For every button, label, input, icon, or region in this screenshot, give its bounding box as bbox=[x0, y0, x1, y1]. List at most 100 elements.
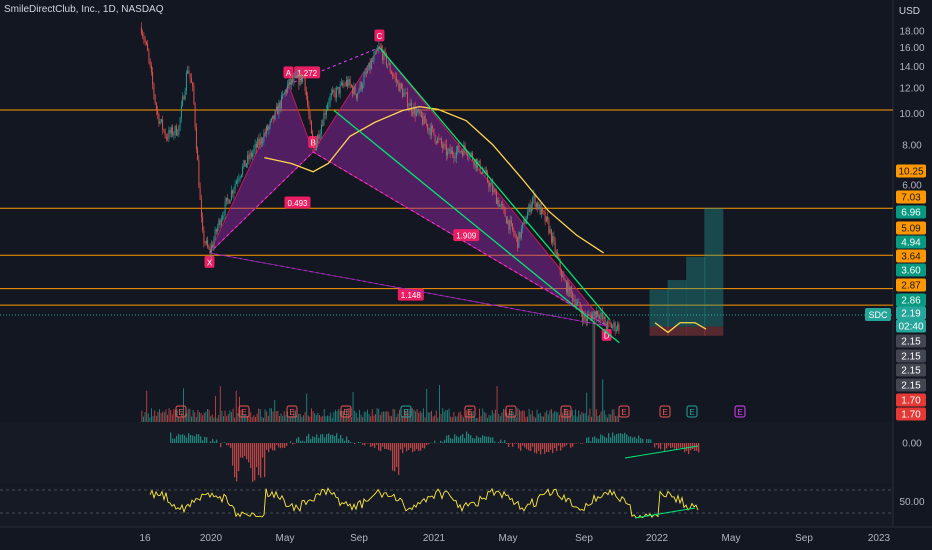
projection-up-3 bbox=[704, 207, 724, 327]
candle-body bbox=[168, 129, 170, 139]
candle-body bbox=[537, 202, 539, 210]
volume-bar bbox=[536, 409, 538, 422]
candle-body bbox=[460, 151, 462, 153]
macd-bar bbox=[226, 443, 228, 446]
horizontal-levels[interactable] bbox=[0, 109, 893, 316]
volume-bar bbox=[454, 416, 456, 422]
candle-body bbox=[384, 50, 386, 54]
macd-bar bbox=[602, 435, 604, 443]
candle-body bbox=[205, 240, 207, 244]
volume-bar bbox=[515, 417, 517, 422]
volume-bar bbox=[480, 415, 482, 422]
candle-body bbox=[334, 91, 336, 98]
earnings-marker-bg-6 bbox=[505, 405, 517, 418]
volume-bar bbox=[354, 410, 356, 422]
candle-body bbox=[228, 199, 230, 204]
candle-body bbox=[272, 115, 274, 119]
macd-bar bbox=[634, 436, 636, 443]
volume-bar bbox=[141, 410, 143, 422]
volume-bar bbox=[464, 413, 466, 422]
earnings-marker-3: E bbox=[343, 408, 348, 417]
macd-bar bbox=[544, 443, 546, 454]
volume-bar bbox=[149, 417, 151, 422]
volume-bar bbox=[229, 410, 231, 422]
macd-bar bbox=[678, 443, 680, 448]
candle-body bbox=[143, 36, 145, 40]
macd-bar bbox=[498, 442, 500, 443]
macd-bar bbox=[468, 433, 470, 443]
candle-body bbox=[462, 151, 464, 156]
macd-bar bbox=[596, 438, 598, 443]
candle-body bbox=[414, 106, 416, 117]
macd-bar bbox=[666, 443, 668, 449]
candle-body bbox=[327, 104, 329, 110]
candle-body bbox=[618, 324, 620, 332]
volume-bar bbox=[496, 386, 498, 422]
trendlines[interactable] bbox=[209, 47, 620, 344]
volume-bar bbox=[358, 409, 360, 422]
volume-bar bbox=[504, 409, 506, 422]
earnings-marker-bg-7 bbox=[560, 405, 572, 418]
volume-bar bbox=[450, 416, 452, 422]
macd-bar bbox=[232, 443, 234, 466]
candle-body bbox=[293, 77, 295, 83]
ratio-label-bg-3 bbox=[397, 288, 424, 301]
candle-body bbox=[237, 180, 239, 182]
earnings-marker-10: E bbox=[689, 408, 694, 417]
candle-body bbox=[585, 319, 587, 321]
volume-bar bbox=[389, 415, 391, 422]
volume-bar bbox=[362, 417, 364, 422]
volume-bar bbox=[349, 408, 351, 422]
volume-bar bbox=[539, 413, 541, 422]
macd-bar bbox=[180, 434, 182, 443]
ratio-label-bg-2 bbox=[453, 229, 480, 242]
volume-bar bbox=[414, 411, 416, 422]
macd-bar bbox=[210, 441, 212, 443]
macd-bar bbox=[458, 437, 460, 443]
macd-bar bbox=[192, 435, 194, 443]
volume-bar bbox=[202, 415, 204, 422]
macd-bar bbox=[486, 436, 488, 443]
candle-body bbox=[202, 216, 204, 231]
candle-body bbox=[144, 39, 146, 43]
earnings-marker-9: E bbox=[662, 408, 667, 417]
volume-bar bbox=[278, 416, 280, 422]
candle-body bbox=[512, 223, 514, 231]
x-tick-2: May bbox=[276, 533, 295, 544]
macd-bar bbox=[274, 443, 276, 451]
volume-bar bbox=[566, 410, 568, 422]
candle-body bbox=[283, 93, 285, 95]
y-tick-5: 8.00 bbox=[902, 140, 922, 151]
volume-bar bbox=[315, 415, 317, 422]
macd-bar bbox=[506, 443, 508, 445]
harmonic-pattern[interactable]: X A B C D 1.272 0.493 1.909 1.148 bbox=[204, 29, 612, 341]
rsi-pane bbox=[0, 487, 893, 519]
volume-bar bbox=[614, 415, 616, 422]
candle-body bbox=[504, 208, 506, 217]
candle-body bbox=[254, 143, 256, 149]
candle-body bbox=[457, 145, 459, 151]
candle-body bbox=[220, 219, 222, 226]
candle-body bbox=[189, 73, 191, 79]
candle-body bbox=[149, 59, 151, 66]
candle-body bbox=[434, 134, 436, 142]
candle-body bbox=[325, 109, 327, 115]
macd-bar bbox=[328, 433, 330, 443]
candle-body bbox=[175, 125, 177, 136]
candle-body bbox=[213, 238, 215, 247]
candle-body bbox=[458, 145, 460, 153]
candle-body bbox=[508, 219, 510, 230]
projection-boxes bbox=[649, 207, 724, 336]
macd-bar bbox=[612, 432, 614, 443]
volume-bar bbox=[560, 414, 562, 422]
candle-body bbox=[269, 120, 271, 126]
candle-body bbox=[197, 149, 199, 161]
pattern-point-b: B bbox=[310, 138, 315, 147]
macd-bar bbox=[340, 434, 342, 443]
candle-body bbox=[429, 128, 431, 136]
volume-bar bbox=[499, 416, 501, 422]
candle-body bbox=[263, 133, 265, 142]
candle-body bbox=[158, 114, 160, 124]
